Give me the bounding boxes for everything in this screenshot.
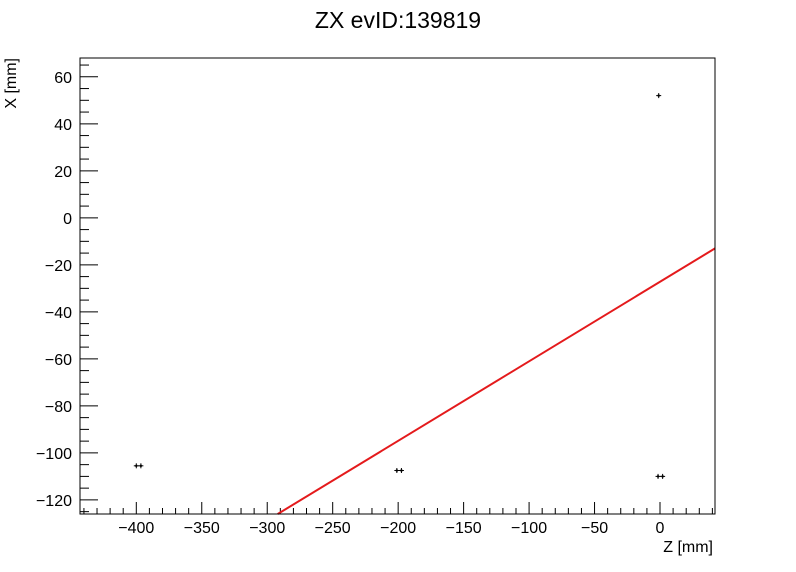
y-tick-label: −40 <box>45 305 72 322</box>
y-axis-title: X [mm] <box>3 58 20 109</box>
hit-points <box>133 93 666 479</box>
data-point <box>394 468 400 474</box>
y-tick-label: 60 <box>54 70 72 87</box>
y-tick-label: −60 <box>45 352 72 369</box>
x-tick-label: −400 <box>118 520 154 537</box>
axis-ticks <box>80 64 713 514</box>
y-tick-label: 40 <box>54 117 72 134</box>
data-point <box>655 473 661 479</box>
y-tick-label: −100 <box>36 446 72 463</box>
x-axis-title: Z [mm] <box>663 539 713 556</box>
y-tick-label: −20 <box>45 258 72 275</box>
plot-frame <box>79 57 716 515</box>
data-point <box>660 473 666 479</box>
y-tick-label: −80 <box>45 399 72 416</box>
y-tick-label: 20 <box>54 164 72 181</box>
y-tick-label: −120 <box>36 493 72 510</box>
x-tick-label: −100 <box>511 520 547 537</box>
tick-labels: −400 −350 −300 −250 −200 −150 −100 −50 0−120−100… <box>36 70 665 537</box>
x-tick-label: −300 <box>249 520 285 537</box>
x-tick-label: −150 <box>446 520 482 537</box>
data-point <box>398 468 404 474</box>
fit-line <box>277 247 716 515</box>
x-tick-label: −350 <box>184 520 220 537</box>
data-point <box>656 93 662 99</box>
x-tick-label: −50 <box>581 520 608 537</box>
x-tick-label: 0 <box>656 520 665 537</box>
chart-title: ZX evID:139819 <box>315 7 481 33</box>
x-tick-label: −200 <box>380 520 416 537</box>
fit-track <box>277 247 716 515</box>
y-tick-label: 0 <box>63 211 72 228</box>
x-tick-label: −250 <box>315 520 351 537</box>
data-point <box>138 463 144 469</box>
data-point <box>133 463 139 469</box>
